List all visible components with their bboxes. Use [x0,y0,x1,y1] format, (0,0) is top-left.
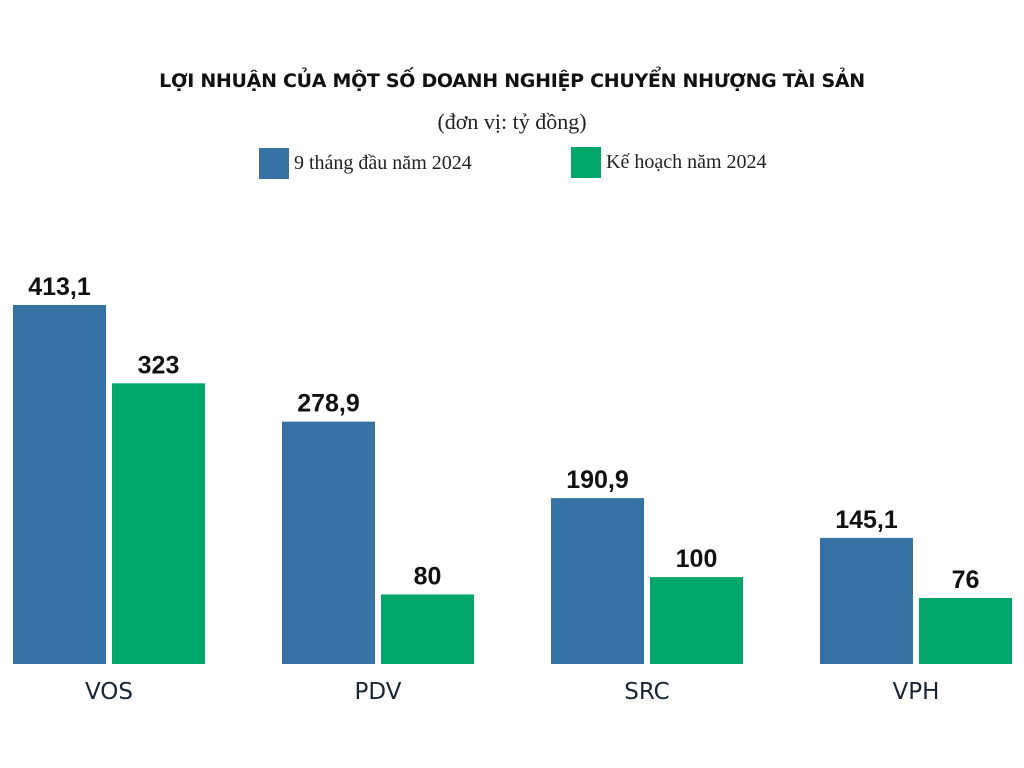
data-label: 100 [676,545,718,573]
chart-title: LỢI NHUẬN CỦA MỘT SỐ DOANH NGHIỆP CHUYỂN… [159,70,865,92]
data-label: 278,9 [297,390,360,418]
legend-item-plan: Kế hoạch năm 2024 [571,147,767,178]
legend-label: Kế hoạch năm 2024 [606,151,767,173]
legend-item-9-months: 9 tháng đầu năm 2024 [259,148,472,179]
data-label: 76 [952,566,980,594]
bar-src-series-1 [650,577,743,664]
bar-vos-series-0 [13,305,106,664]
data-label: 323 [138,351,180,379]
legend-swatch-green [571,147,601,178]
bar-vph-series-1 [919,597,1012,664]
bar-src-series-0 [551,498,644,664]
data-label: 190,9 [566,466,629,494]
category-label: VPH [893,679,940,705]
category-label: SRC [624,679,670,705]
legend-swatch-blue [259,148,289,179]
data-label: 413,1 [28,273,91,301]
chart-subtitle: (đơn vị: tỷ đồng) [437,109,587,134]
bar-vph-series-0 [820,537,913,664]
category-label: VOS [85,679,133,705]
legend-label: 9 tháng đầu năm 2024 [294,152,472,174]
data-label: 145,1 [835,506,898,534]
category-label: PDV [355,679,402,705]
bar-vos-series-1 [112,383,205,664]
bar-pdv-series-0 [282,421,375,664]
bar-pdv-series-1 [381,594,474,664]
data-label: 80 [414,562,442,590]
